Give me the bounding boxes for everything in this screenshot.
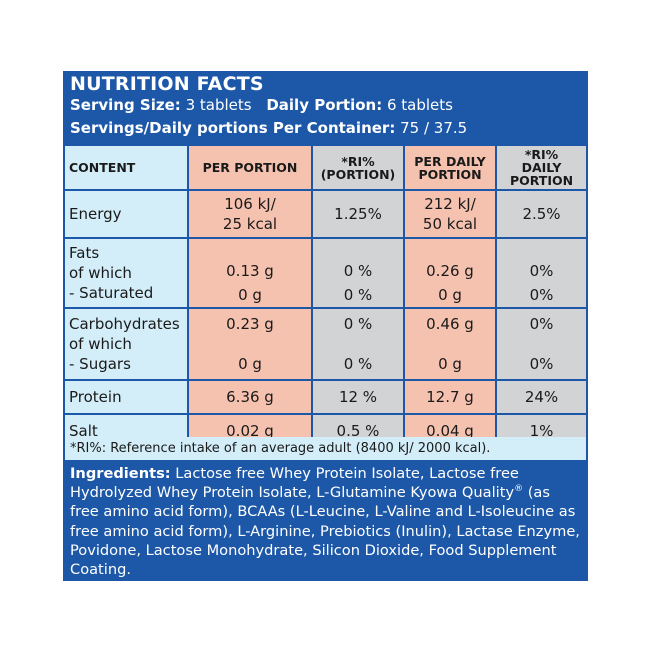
energy-ri-portion: 1.25% — [313, 191, 405, 239]
serving-size-line: Serving Size: 3 tablets Daily Portion: 6… — [70, 96, 453, 114]
table-row-carbohydrates: Carbohydrates of which - Sugars 0.23 g 0… — [65, 309, 586, 381]
nutrition-title: NUTRITION FACTS — [70, 73, 264, 95]
table-row-fats: Fats of which - Saturated 0.13 g 0 g 0 %… — [65, 239, 586, 309]
protein-per-portion: 6.36 g — [189, 381, 313, 415]
protein-ri-daily: 24% — [497, 381, 586, 415]
servings-per-container-line: Servings/Daily portions Per Container: 7… — [70, 119, 467, 137]
energy-label: Energy — [65, 191, 189, 239]
carbs-ri-daily: 0% 0% — [497, 309, 586, 381]
fats-label: Fats of which - Saturated — [65, 239, 189, 309]
table-header-row: CONTENT PER PORTION *RI% (PORTION) PER D… — [65, 146, 586, 191]
servings-label: Servings/Daily portions Per Container: — [70, 119, 396, 137]
energy-ri-daily: 2.5% — [497, 191, 586, 239]
fats-per-portion: 0.13 g 0 g — [189, 239, 313, 309]
header-ri-daily-portion: *RI% DAILY PORTION — [497, 146, 586, 191]
header-ri-portion: *RI% (PORTION) — [313, 146, 405, 191]
daily-portion-label: Daily Portion: — [266, 96, 383, 114]
energy-per-portion: 106 kJ/ 25 kcal — [189, 191, 313, 239]
daily-portion-value: 6 tablets — [386, 96, 453, 114]
fats-ri-daily: 0% 0% — [497, 239, 586, 309]
fats-per-daily: 0.26 g 0 g — [405, 239, 497, 309]
carbs-per-portion: 0.23 g 0 g — [189, 309, 313, 381]
header-content: CONTENT — [65, 146, 189, 191]
serving-size-value: 3 tablets — [185, 96, 252, 114]
ingredients-label: Ingredients: — [70, 465, 171, 482]
carbs-per-daily: 0.46 g 0 g — [405, 309, 497, 381]
carbs-ri-portion: 0 % 0 % — [313, 309, 405, 381]
table-row-energy: Energy 106 kJ/ 25 kcal 1.25% 212 kJ/ 50 … — [65, 191, 586, 239]
nutrition-header: NUTRITION FACTS Serving Size: 3 tablets … — [63, 71, 588, 146]
nutrition-facts-panel: NUTRITION FACTS Serving Size: 3 tablets … — [63, 71, 588, 581]
header-per-daily-portion: PER DAILY PORTION — [405, 146, 497, 191]
ingredients-text-2: (as free amino acid form), BCAAs (L-Leuc… — [70, 484, 580, 579]
serving-size-label: Serving Size: — [70, 96, 181, 114]
protein-per-daily: 12.7 g — [405, 381, 497, 415]
table-row-protein: Protein 6.36 g 12 % 12.7 g 24% — [65, 381, 586, 415]
ingredients-text-1: Lactose free Whey Protein Isolate, Lacto… — [70, 465, 519, 502]
protein-label: Protein — [65, 381, 189, 415]
protein-ri-portion: 12 % — [313, 381, 405, 415]
energy-per-daily: 212 kJ/ 50 kcal — [405, 191, 497, 239]
carbs-label: Carbohydrates of which - Sugars — [65, 309, 189, 381]
registered-mark: ® — [514, 484, 524, 495]
header-per-portion: PER PORTION — [189, 146, 313, 191]
ingredients-block: Ingredients: Lactose free Whey Protein I… — [70, 464, 582, 579]
ri-footnote: *RI%: Reference intake of an average adu… — [65, 437, 586, 460]
nutrition-table: CONTENT PER PORTION *RI% (PORTION) PER D… — [65, 146, 586, 449]
fats-ri-portion: 0 % 0 % — [313, 239, 405, 309]
servings-value: 75 / 37.5 — [400, 119, 468, 137]
